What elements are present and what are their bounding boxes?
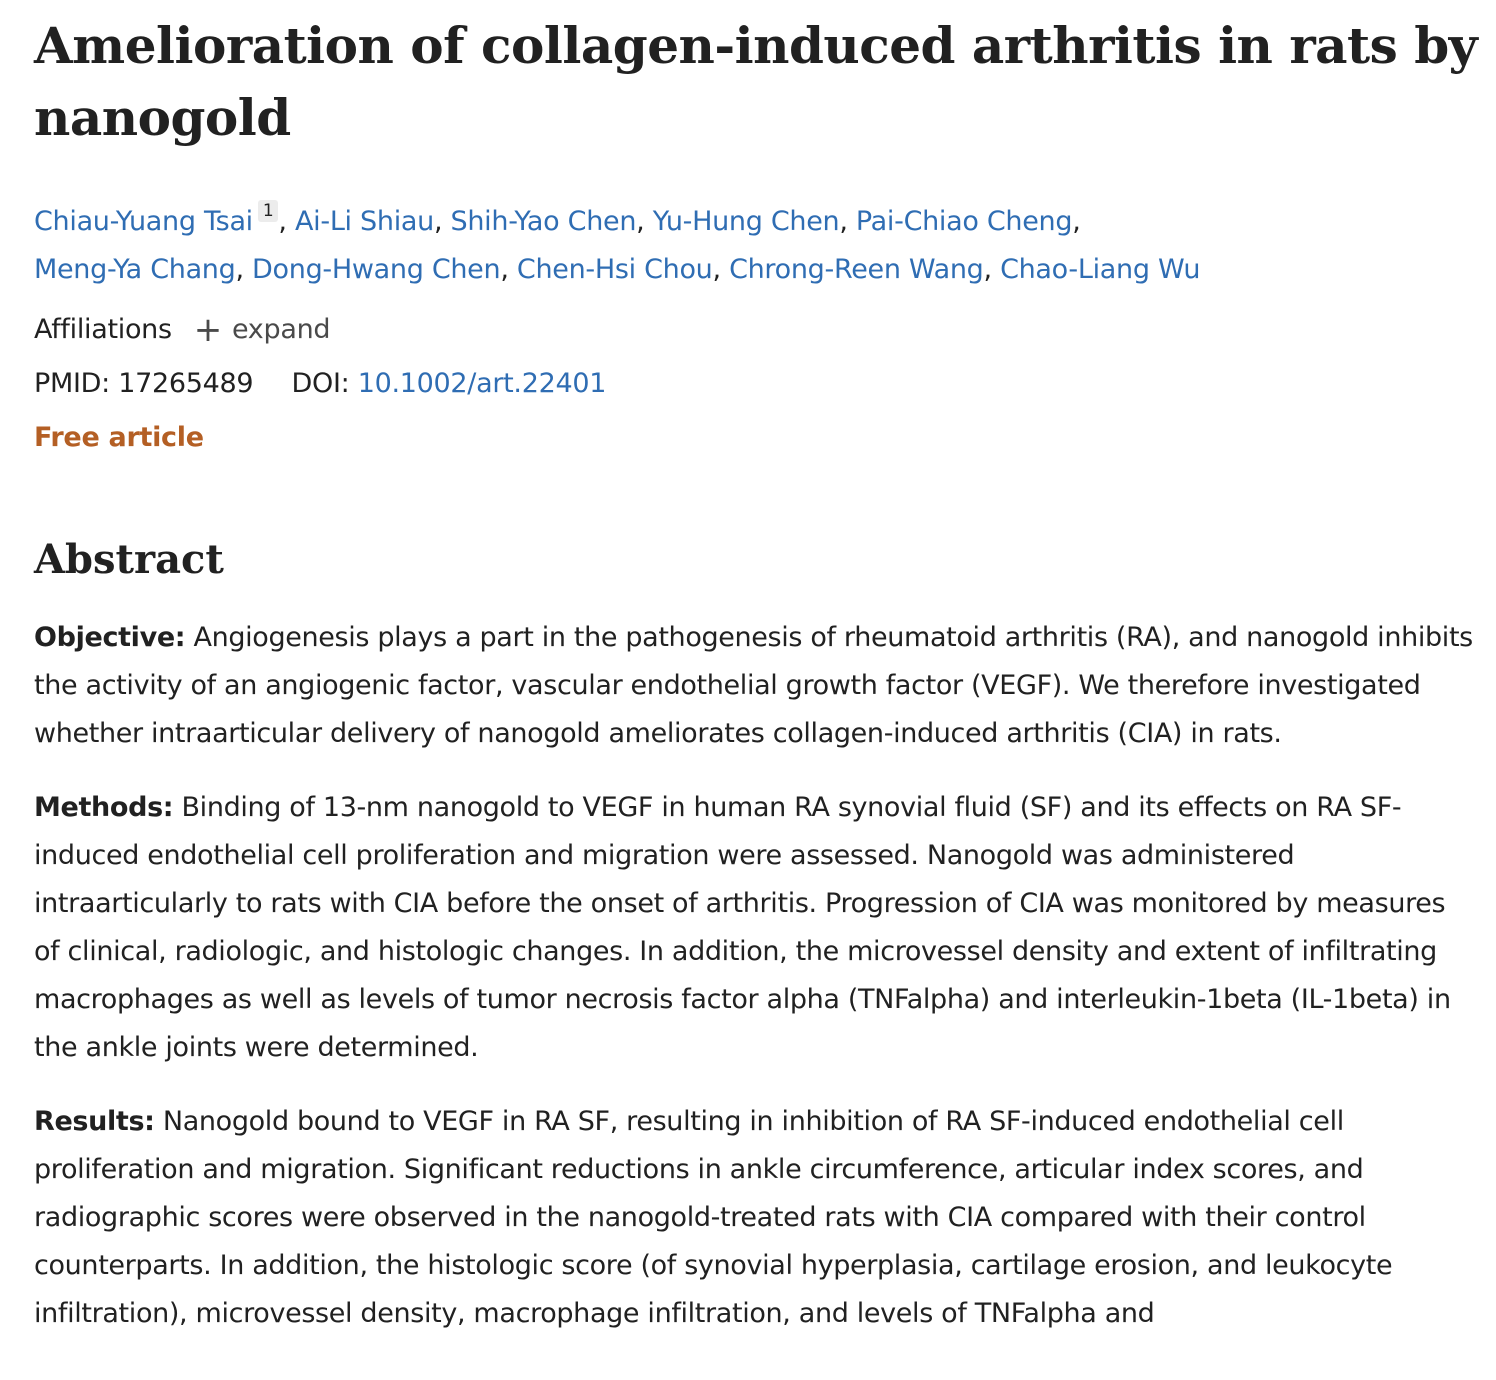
expand-label: expand: [231, 314, 331, 345]
section-label: Objective:: [34, 622, 186, 653]
doi-label: DOI:: [291, 368, 350, 399]
section-label: Results:: [34, 1106, 155, 1137]
author-separator: ,: [712, 254, 730, 285]
pmid: PMID: 17265489: [34, 368, 254, 399]
plus-icon: +: [193, 310, 223, 350]
expand-affiliations-button[interactable]: + expand: [193, 310, 331, 350]
abstract-methods: Methods: Binding of 13-nm nanogold to VE…: [34, 784, 1474, 1072]
author-separator: ,: [235, 254, 253, 285]
affiliations-row: Affiliations + expand: [34, 310, 1484, 350]
author-separator: ,: [500, 254, 517, 285]
author-separator: ,: [433, 206, 451, 237]
author-link[interactable]: Shih-Yao Chen: [450, 206, 637, 237]
doi-link[interactable]: 10.1002/art.22401: [357, 368, 607, 399]
author-link[interactable]: Meng-Ya Chang: [34, 254, 236, 285]
author-separator: ,: [983, 254, 1001, 285]
author-separator: ,: [636, 206, 653, 237]
author-link[interactable]: Pai-Chiao Cheng: [855, 206, 1073, 237]
affiliations-label: Affiliations: [34, 314, 172, 345]
author-link[interactable]: Chiau-Yuang Tsai: [34, 206, 253, 237]
article-title: Amelioration of collagen-induced arthrit…: [34, 16, 1478, 147]
author-link[interactable]: Chen-Hsi Chou: [516, 254, 713, 285]
section-text: Angiogenesis plays a part in the pathoge…: [34, 622, 1473, 749]
author-separator: ,: [278, 206, 295, 237]
abstract-objective: Objective: Angiogenesis plays a part in …: [34, 614, 1474, 758]
author-link[interactable]: Chao-Liang Wu: [1000, 254, 1201, 285]
article-page: Amelioration of collagen-induced arthrit…: [34, 0, 1484, 1338]
author-separator: ,: [1072, 206, 1081, 237]
author-link[interactable]: Chrong-Reen Wang: [729, 254, 984, 285]
author-list: Chiau-Yuang Tsai 1, Ai-Li Shiau, Shih-Yao…: [34, 198, 1484, 294]
author-separator: ,: [839, 206, 856, 237]
section-text: Nanogold bound to VEGF in RA SF, resulti…: [34, 1106, 1393, 1329]
free-article-badge: Free article: [34, 422, 204, 453]
author-link[interactable]: Yu-Hung Chen: [652, 206, 840, 237]
author-link[interactable]: Ai-Li Shiau: [295, 206, 434, 237]
section-text: Binding of 13-nm nanogold to VEGF in hum…: [34, 792, 1451, 1063]
section-label: Methods:: [34, 792, 174, 823]
identifiers-row: PMID: 17265489 DOI: 10.1002/art.22401: [34, 364, 1484, 404]
author-link[interactable]: Dong-Hwang Chen: [252, 254, 501, 285]
affiliation-number[interactable]: 1: [257, 200, 279, 222]
abstract-heading: Abstract: [34, 536, 224, 583]
abstract-results: Results: Nanogold bound to VEGF in RA SF…: [34, 1098, 1474, 1338]
